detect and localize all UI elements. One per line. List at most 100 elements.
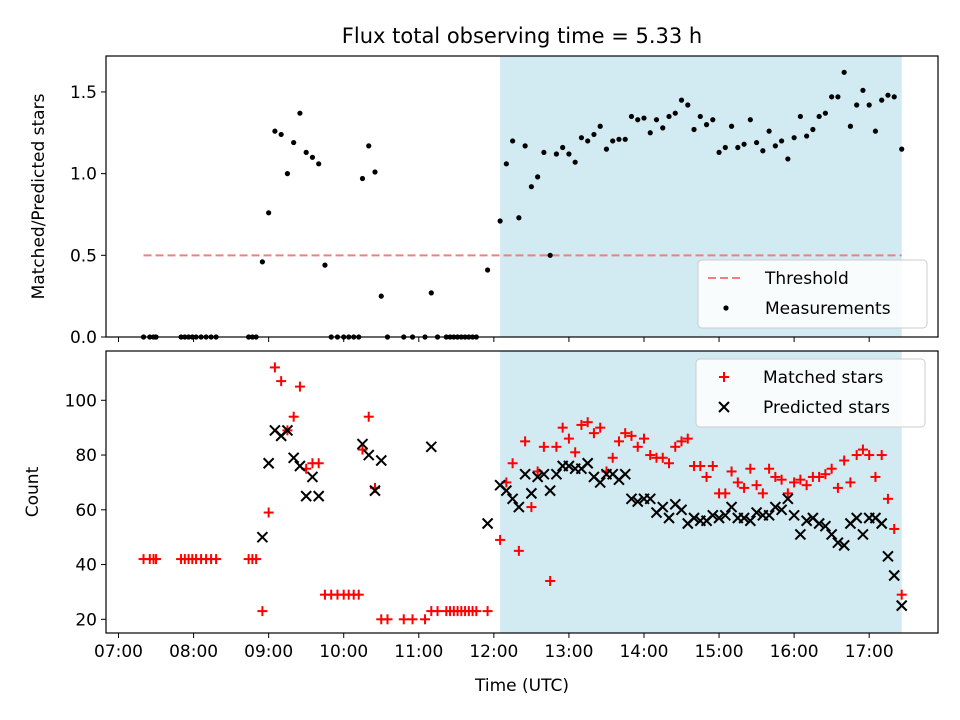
measurement-point — [303, 149, 309, 155]
predicted-star-point — [850, 512, 863, 524]
measurement-point — [804, 133, 810, 139]
measurement-point — [272, 128, 278, 134]
x-tick-label: 07:00 — [94, 642, 143, 662]
matched-star-point — [751, 480, 762, 491]
matched-star-point — [820, 469, 831, 480]
matched-star-point — [263, 507, 274, 518]
measurement-point — [741, 141, 747, 147]
predicted-star-point — [725, 501, 738, 513]
matched-star-point — [776, 474, 787, 485]
measurement-point — [716, 149, 722, 155]
legend-label: Predicted stars — [763, 398, 890, 418]
measurement-point — [860, 87, 866, 93]
measurement-point — [585, 138, 591, 144]
predicted-star-point — [544, 484, 556, 497]
matched-star-point — [864, 450, 875, 461]
y-tick-label: 60 — [75, 501, 97, 521]
matched-star-point — [839, 455, 850, 466]
measurement-point — [635, 117, 641, 123]
y-axis-label: Matched/Predicted stars — [29, 93, 49, 299]
measurement-point — [591, 131, 597, 138]
predicted-star-point — [794, 528, 807, 541]
predicted-star-point — [788, 509, 800, 521]
matched-star-point — [657, 452, 668, 463]
predicted-star-point — [763, 509, 775, 521]
predicted-star-point — [481, 517, 494, 530]
predicted-star-point — [775, 504, 788, 516]
matched-star-point — [269, 362, 280, 373]
measurement-point — [497, 218, 503, 224]
matched-star-point — [576, 419, 587, 430]
matched-star-point — [495, 534, 506, 545]
measurement-point — [578, 135, 585, 141]
measurement-point — [622, 136, 628, 142]
measurement-point — [835, 94, 841, 100]
predicted-star-point — [425, 441, 438, 453]
predicted-star-point — [625, 493, 638, 505]
matched-star-point — [482, 606, 493, 617]
legend: Threshold Measurements — [697, 259, 928, 329]
measurement-point — [359, 175, 366, 182]
predicted-star-point — [306, 471, 319, 483]
count-panel: 20 40 60 80 100 07:00 08:00 09:00 10:00 11:00 12:0… — [23, 350, 939, 696]
matched-star-point — [471, 606, 482, 617]
x-axis-label: Time (UTC) — [474, 676, 569, 696]
legend: Matched stars Predicted stars — [695, 358, 926, 428]
measurement-point — [547, 252, 553, 258]
measurement-point — [872, 128, 879, 134]
measurement-point — [297, 110, 303, 116]
predicted-star-point — [581, 457, 594, 469]
matched-star-point — [732, 477, 743, 488]
matched-star-point — [682, 433, 693, 444]
measurement-point — [653, 117, 660, 123]
matched-star-point — [795, 474, 806, 485]
measurement-point — [378, 293, 384, 299]
measurement-point — [278, 131, 284, 138]
x-tick-label: 12:00 — [469, 642, 518, 662]
matched-star-point — [889, 523, 900, 534]
predicted-star-point — [356, 438, 369, 450]
predicted-star-point — [594, 476, 606, 489]
matched-star-point — [764, 463, 775, 474]
predicted-star-point — [896, 599, 908, 612]
matched-star-point — [876, 450, 887, 461]
measurement-point — [753, 139, 760, 146]
legend-measurements-key — [723, 305, 729, 311]
matched-star-point — [757, 488, 768, 499]
y-tick-label: 1.0 — [70, 165, 97, 185]
predicted-star-point — [644, 493, 656, 505]
matched-star-point — [211, 554, 222, 565]
matched-star-point — [607, 452, 618, 463]
predicted-star-point — [838, 539, 850, 552]
measurement-point — [560, 144, 566, 151]
predicted-star-point — [531, 471, 544, 483]
measurement-point — [822, 110, 828, 116]
x-tick-label: 09:00 — [244, 642, 293, 662]
measurement-point — [316, 161, 322, 167]
measurement-point — [685, 102, 691, 108]
y-tick-label: 80 — [75, 446, 97, 466]
matched-star-point — [726, 466, 737, 477]
measurement-point — [829, 94, 835, 100]
measurement-point — [710, 117, 716, 123]
measurement-point — [309, 154, 316, 160]
matched-star-point — [582, 417, 593, 428]
ratio-panel: 0.0 0.5 1.0 1.5 Matched/Predicted stars Thres… — [29, 55, 939, 348]
measurement-point — [647, 130, 653, 136]
predicted-star-point — [707, 509, 719, 521]
matched-star-point — [882, 493, 893, 504]
predicted-star-point — [719, 509, 732, 521]
matched-star-point — [620, 428, 631, 439]
legend-matched-key — [719, 372, 729, 382]
predicted-star-point — [738, 512, 750, 524]
measurement-point — [879, 97, 885, 103]
predicted-star-point — [538, 468, 550, 480]
matched-star-point — [251, 554, 262, 565]
y-tick-label: 1.5 — [70, 83, 97, 103]
measurement-point — [284, 171, 291, 177]
matched-star-point — [814, 471, 825, 482]
measurement-point — [691, 126, 697, 133]
matched-star-point — [551, 441, 562, 452]
matched-star-point — [707, 460, 718, 471]
